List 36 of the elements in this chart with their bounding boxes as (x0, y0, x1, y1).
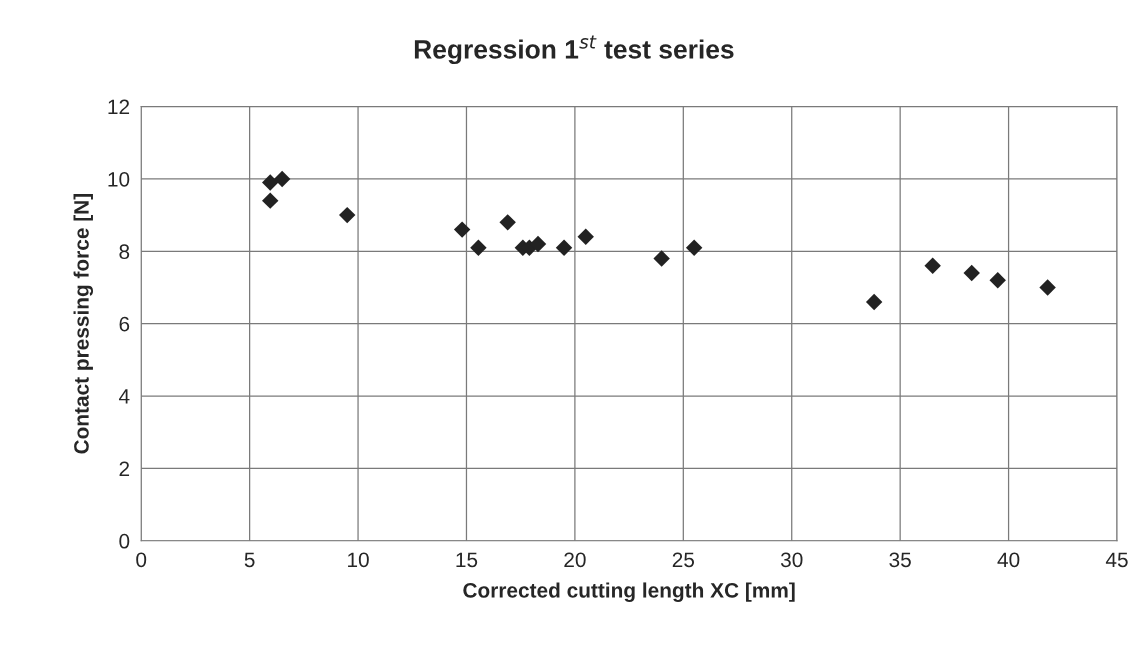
y-tick-label: 2 (119, 461, 130, 476)
x-tick-label: 40 (997, 552, 1020, 568)
x-tick-label: 25 (672, 552, 695, 568)
x-tick-label: 15 (456, 552, 478, 568)
chart-title: Regression 1$^{st}$ test series (414, 35, 734, 65)
point (262, 174, 279, 191)
x-tick-label: 20 (564, 552, 586, 568)
point (685, 239, 703, 256)
point (555, 239, 573, 256)
y-tick-label: 4 (118, 389, 130, 404)
point (1039, 279, 1056, 296)
point (865, 293, 883, 311)
y-tick-label: 8 (119, 244, 130, 260)
point (577, 228, 594, 246)
x-tick-label: 0 (136, 552, 147, 568)
point (924, 257, 941, 274)
point (499, 214, 516, 231)
y-axis-title: Contact pressing force [N] (73, 194, 94, 454)
x-tick-label: 30 (780, 552, 803, 568)
x-tick-label: 5 (244, 552, 255, 568)
point (262, 192, 279, 209)
point (963, 264, 980, 282)
point (338, 206, 356, 224)
y-tick-label: 10 (108, 171, 130, 187)
point (453, 221, 471, 238)
x-tick-label: 10 (348, 552, 369, 568)
y-tick-label: 0 (119, 533, 130, 549)
x-tick-label: 35 (889, 552, 911, 568)
point (989, 272, 1006, 289)
x-tick-label: 45 (1105, 552, 1128, 568)
y-tick-label: 12 (108, 99, 130, 115)
point (653, 250, 670, 267)
point (470, 239, 487, 256)
point (273, 170, 291, 188)
x-axis-title: Corrected cutting length XC [mm] (463, 582, 795, 602)
y-tick-label: 6 (119, 316, 130, 332)
